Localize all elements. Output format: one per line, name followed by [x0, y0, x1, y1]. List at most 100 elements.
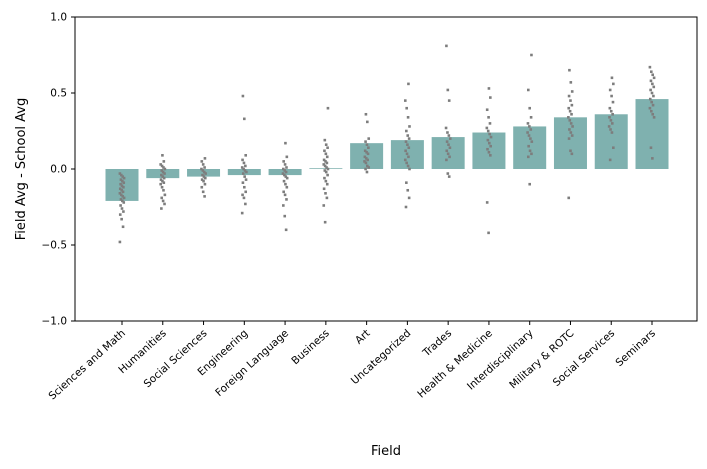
scatter-point: [612, 146, 615, 150]
scatter-point: [529, 128, 533, 131]
scatter-point: [448, 155, 451, 159]
scatter-point: [528, 106, 531, 110]
scatter-point: [569, 81, 573, 84]
scatter-point: [122, 181, 126, 184]
scatter-point: [160, 164, 164, 168]
scatter-point: [281, 172, 285, 175]
scatter-point: [121, 179, 124, 183]
scatter-point: [122, 210, 125, 213]
scatter-point: [161, 154, 164, 157]
scatter-point: [121, 190, 125, 194]
scatter-point: [201, 163, 205, 166]
scatter-point: [650, 70, 653, 74]
scatter-point: [200, 167, 203, 171]
scatter-point: [530, 53, 533, 57]
scatter-point: [486, 147, 489, 151]
scatter-point: [162, 188, 165, 192]
scatter-point: [244, 154, 248, 157]
bar: [472, 132, 506, 169]
scatter-point: [240, 166, 244, 169]
scatter-point: [241, 193, 244, 197]
scatter-point: [486, 129, 490, 133]
scatter-point: [325, 166, 328, 169]
scatter-point: [405, 181, 408, 184]
scatter-point: [363, 149, 367, 153]
scatter-point: [201, 169, 205, 172]
scatter-point: [608, 106, 612, 110]
scatter-point: [242, 196, 246, 200]
scatter-point: [160, 169, 164, 172]
scatter-point: [446, 88, 450, 92]
scatter-point: [202, 170, 206, 174]
scatter-point: [323, 149, 326, 153]
scatter-point: [405, 152, 409, 156]
scatter-point: [244, 164, 247, 168]
scatter-point: [569, 149, 572, 153]
scatter-point: [406, 143, 409, 146]
scatter-point: [489, 96, 492, 99]
scatter-point: [367, 146, 370, 150]
scatter-point: [284, 182, 287, 186]
scatter-point: [161, 175, 165, 178]
scatter-point: [244, 202, 247, 206]
scatter-point: [366, 164, 369, 168]
scatter-point: [200, 160, 204, 163]
scatter-point: [285, 155, 289, 159]
scatter-point: [282, 179, 286, 183]
scatter-point: [527, 155, 530, 159]
scatter-point: [528, 125, 531, 128]
scatter-point: [405, 129, 408, 133]
scatter-point: [285, 166, 288, 169]
scatter-point: [569, 122, 573, 125]
scatter-point: [118, 172, 122, 175]
scatter-point: [610, 76, 614, 80]
scatter-point: [325, 161, 329, 165]
scatter-point: [365, 150, 368, 154]
scatter-point: [203, 195, 206, 198]
scatter-point: [567, 94, 571, 98]
scatter-point: [527, 144, 530, 148]
scatter-point: [364, 161, 368, 165]
scatter-point: [406, 188, 410, 192]
scatter-point: [162, 166, 165, 169]
scatter-point: [406, 116, 410, 119]
scatter-point: [527, 88, 530, 92]
scatter-point: [283, 163, 287, 166]
scatter-point: [567, 137, 571, 140]
scatter-point: [163, 172, 166, 175]
scatter-point: [118, 213, 122, 216]
scatter-point: [326, 167, 330, 171]
scatter-point: [283, 214, 287, 218]
scatter-point: [324, 160, 327, 163]
scatter-point: [569, 99, 572, 102]
scatter-point: [364, 167, 367, 171]
scatter-point: [200, 178, 204, 181]
scatter-point: [568, 68, 571, 72]
scatter-point: [284, 141, 287, 145]
scatter-point: [488, 132, 491, 136]
scatter-point: [203, 166, 206, 169]
y-tick-label: 0.5: [50, 88, 67, 100]
scatter-point: [322, 204, 326, 207]
scatter-point: [119, 182, 122, 186]
scatter-point: [408, 167, 411, 171]
scatter-point: [526, 122, 530, 125]
scatter-point: [160, 207, 163, 210]
scatter-point: [323, 169, 327, 172]
scatter-point: [650, 91, 654, 95]
scatter-point: [650, 100, 653, 104]
scatter-point: [365, 143, 369, 146]
scatter-point: [285, 176, 289, 180]
scatter-point: [488, 122, 492, 125]
scatter-point: [485, 108, 489, 112]
scatter-point: [610, 94, 613, 98]
scatter-point: [489, 144, 492, 148]
scatter-point: [160, 185, 164, 189]
scatter-point: [571, 125, 574, 128]
scatter-point: [529, 116, 533, 119]
scatter-point: [649, 146, 653, 150]
scatter-point: [487, 87, 491, 90]
scatter-point: [240, 211, 244, 215]
scatter-point: [651, 82, 654, 86]
scatter-point: [323, 220, 327, 224]
